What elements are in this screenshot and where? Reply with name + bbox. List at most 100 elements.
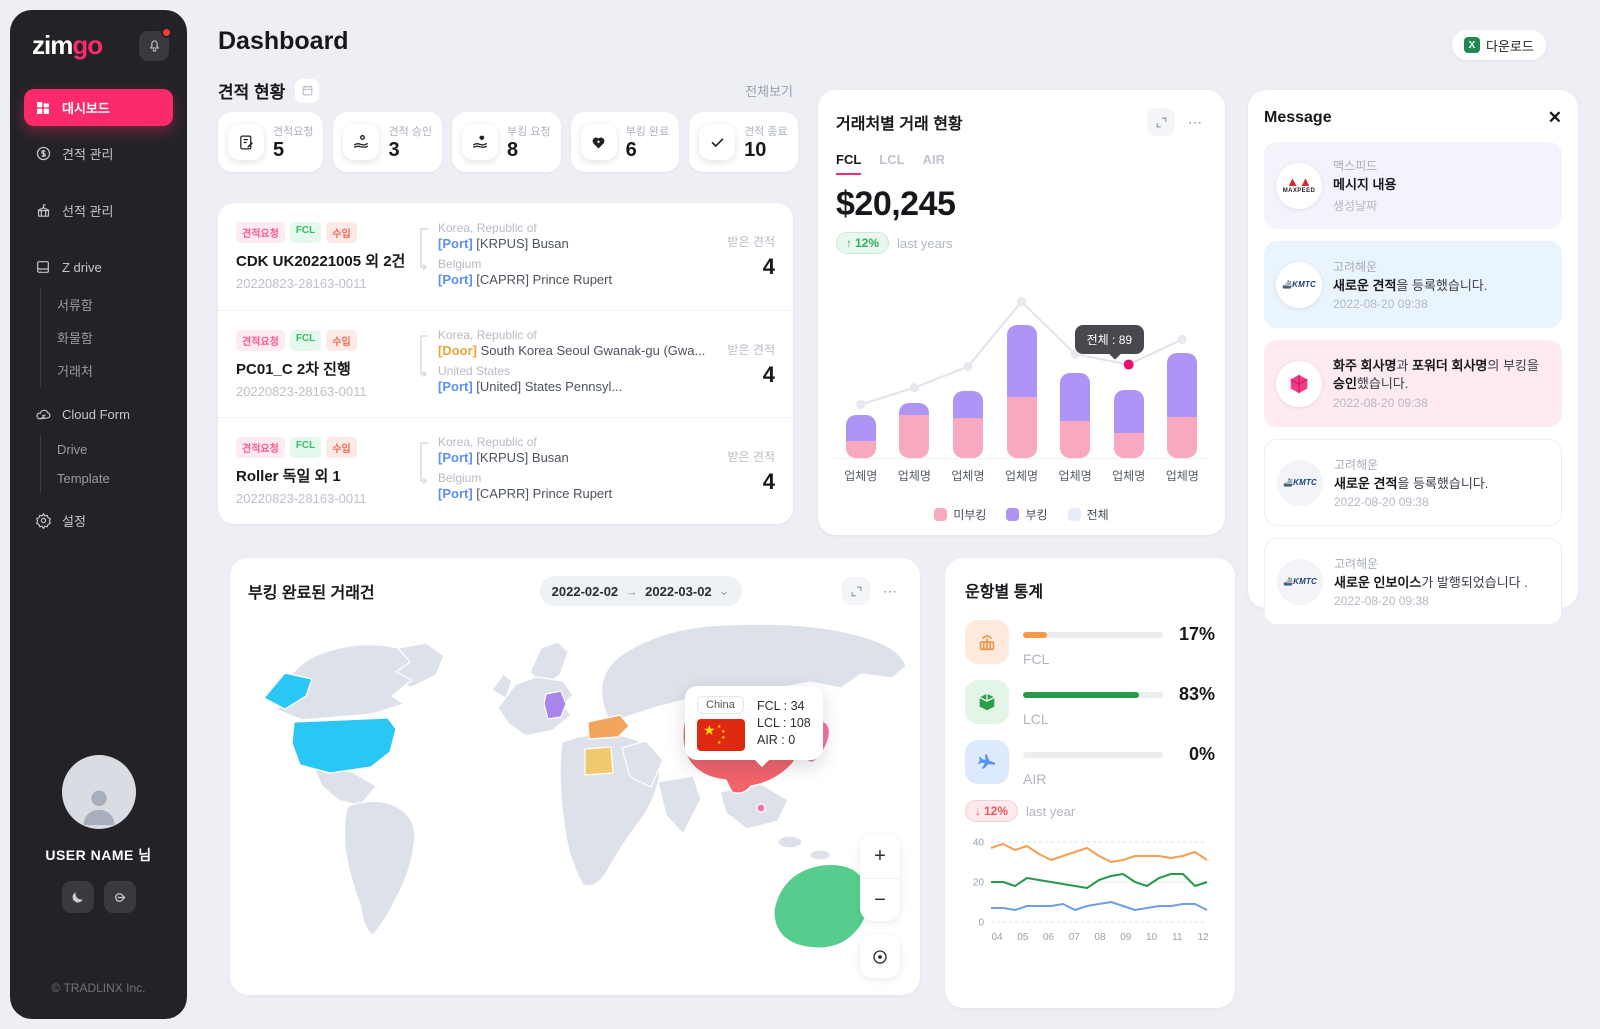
sidebar-subitem-서류함[interactable]: 서류함 bbox=[57, 298, 93, 313]
stat-card[interactable]: 부킹 완료 6 bbox=[570, 112, 680, 172]
sidebar-item-z-drive[interactable]: Z drive bbox=[24, 250, 173, 284]
quote-title: CDK UK20221005 외 2건 bbox=[236, 253, 406, 270]
app-logo: zimgo bbox=[32, 30, 103, 60]
sidebar-subitem-거래처[interactable]: 거래처 bbox=[57, 364, 93, 379]
stat-card[interactable]: 견적요청 5 bbox=[218, 112, 324, 172]
received-count: 4 bbox=[762, 361, 775, 387]
calendar-icon[interactable] bbox=[295, 78, 320, 103]
country-united-states[interactable] bbox=[263, 672, 313, 710]
message-item[interactable]: 🚢KMTC 고려해운 새로운 견적을 등록했습니다. 2022-08-20 09… bbox=[1264, 241, 1562, 328]
sidebar-item-견적-관리[interactable]: 견적 관리 bbox=[24, 136, 173, 171]
tab-air[interactable]: AIR bbox=[922, 152, 945, 167]
transport-stat-rows: 17% FCL 83% LCL 0% AIR bbox=[965, 620, 1215, 787]
maxpeed-logo: ▲▲ MAXPEED bbox=[1282, 174, 1316, 194]
dark-mode-button[interactable] bbox=[61, 881, 94, 913]
more-options-icon[interactable]: ⋯ bbox=[876, 577, 904, 605]
message-item[interactable]: ▲▲ MAXPEED 맥스피드 메시지 내용 생성날짜 bbox=[1264, 142, 1562, 229]
quote-row[interactable]: 견적요청 FCL 수입 PC01_C 2차 진행 20220823-28163-00… bbox=[218, 310, 793, 417]
progress-bar bbox=[1023, 691, 1163, 698]
date-range-picker[interactable]: 2022-02-02 → 2022-03-02 ⌄ bbox=[539, 576, 742, 606]
chart-legend: 미부킹 부킹 전체 bbox=[818, 506, 1225, 523]
transport-stat-row: 0% AIR bbox=[965, 740, 1215, 787]
arrow-right-icon: → bbox=[625, 583, 639, 599]
zimgo-cube-icon bbox=[1290, 374, 1308, 393]
sidebar-item-cloud-form[interactable]: Cloud Form bbox=[24, 397, 173, 431]
notifications-button[interactable] bbox=[139, 26, 172, 61]
stat-card[interactable]: 부킹 요청 8 bbox=[452, 112, 561, 172]
stat-card[interactable]: 견적 승인 3 bbox=[333, 112, 443, 172]
message-item[interactable]: 화주 회사명과 포워더 회사명의 부킹을 승인했습니다. 2022-08-20 … bbox=[1264, 340, 1562, 427]
quote-row[interactable]: 견적요청 FCL 수입 CDK UK20221005 외 2건 20220823-2… bbox=[236, 220, 775, 291]
badge: 수입 bbox=[326, 222, 357, 243]
bar-label: 업체명 bbox=[844, 469, 878, 483]
tab-lcl[interactable]: LCL bbox=[879, 152, 905, 167]
badge: 견적요청 bbox=[236, 329, 285, 351]
quote-icon bbox=[34, 145, 52, 163]
avatar[interactable] bbox=[61, 755, 136, 829]
badge: 수입 bbox=[326, 436, 357, 458]
data-point bbox=[963, 362, 973, 372]
badge: 견적요청 bbox=[236, 436, 285, 458]
sidebar-item-설정[interactable]: 설정 bbox=[24, 503, 173, 538]
logout-button[interactable] bbox=[103, 881, 136, 913]
transport-stat-row: 17% FCL bbox=[965, 620, 1215, 667]
sidebar-item-대시보드[interactable]: 대시보드 bbox=[24, 89, 173, 126]
svg-text:07: 07 bbox=[1069, 932, 1081, 943]
country-turkey[interactable] bbox=[587, 714, 630, 740]
expand-icon[interactable] bbox=[1147, 108, 1175, 136]
world-map[interactable] bbox=[230, 610, 920, 990]
legend-item: 미부킹 bbox=[934, 506, 986, 523]
country-australia[interactable] bbox=[773, 863, 870, 949]
tab-fcl[interactable]: FCL bbox=[836, 152, 862, 175]
route-connector-icon bbox=[420, 227, 428, 270]
view-all-link[interactable]: 전체보기 bbox=[745, 84, 793, 99]
close-icon[interactable]: ✕ bbox=[1547, 108, 1562, 127]
svg-text:05: 05 bbox=[1017, 932, 1029, 943]
sidebar-item-선적-관리[interactable]: 선적 관리 bbox=[24, 193, 173, 228]
sidebar-subitem-drive[interactable]: Drive bbox=[57, 442, 88, 457]
country-egypt[interactable] bbox=[584, 746, 614, 776]
container-icon bbox=[976, 631, 998, 653]
svg-text:10: 10 bbox=[1146, 932, 1158, 943]
kmtc-logo: 🚢KMTC bbox=[1282, 478, 1318, 487]
kmtc-logo: 🚢KMTC bbox=[1282, 577, 1318, 586]
country-taiwan[interactable] bbox=[756, 803, 766, 813]
stacked-bar[interactable] bbox=[1060, 372, 1091, 458]
quote-list: 견적요청 FCL 수입 CDK UK20221005 외 2건 20220823-2… bbox=[218, 203, 793, 524]
more-options-icon[interactable]: ⋯ bbox=[1181, 108, 1209, 136]
page-title: Dashboard bbox=[218, 27, 349, 55]
message-item[interactable]: 🚢KMTC 고려해운 새로운 견적을 등록했습니다. 2022-08-20 09… bbox=[1264, 439, 1562, 526]
stacked-bar[interactable] bbox=[1006, 324, 1037, 458]
quote-title: PC01_C 2차 진행 bbox=[236, 360, 351, 378]
chevron-down-icon: ⌄ bbox=[718, 583, 730, 598]
sidebar-subitem-template[interactable]: Template bbox=[57, 471, 110, 486]
expand-icon[interactable] bbox=[842, 577, 870, 605]
stacked-bar[interactable] bbox=[952, 390, 983, 458]
bar-label: 업체명 bbox=[1112, 469, 1146, 483]
locate-button[interactable] bbox=[860, 935, 900, 978]
zoom-out-button[interactable]: − bbox=[860, 878, 900, 921]
stacked-bar[interactable] bbox=[845, 414, 876, 458]
transport-stats-panel: 운항별 통계 17% FCL 83% LCL 0% AIR ↓ 12% last… bbox=[945, 558, 1235, 1008]
excel-icon: X bbox=[1464, 37, 1480, 53]
badge: 견적요청 bbox=[236, 222, 285, 243]
stat-card[interactable]: 견적 종료 10 bbox=[689, 112, 798, 172]
delta-up-badge: ↑ 12% bbox=[836, 232, 890, 254]
stacked-bar[interactable] bbox=[899, 403, 930, 458]
stacked-bar[interactable] bbox=[1167, 353, 1198, 458]
zoom-in-button[interactable]: + bbox=[860, 835, 900, 878]
percent-value: 0% bbox=[1188, 744, 1215, 764]
country-germany[interactable] bbox=[543, 690, 567, 720]
notification-dot bbox=[161, 26, 172, 38]
percent-value: 17% bbox=[1178, 624, 1215, 644]
delta-note: last year bbox=[1026, 803, 1076, 819]
stacked-bar[interactable] bbox=[1113, 389, 1144, 458]
quote-row[interactable]: 견적요청 FCL 수입 Roller 독일 외 1 20220823-28163-0… bbox=[218, 417, 793, 524]
sidebar-subitem-화물함[interactable]: 화물함 bbox=[57, 331, 93, 346]
country-united-states[interactable] bbox=[291, 717, 397, 774]
download-button[interactable]: X 다운로드 bbox=[1452, 30, 1546, 60]
settings-icon bbox=[34, 512, 52, 530]
svg-text:12: 12 bbox=[1197, 932, 1209, 943]
total-amount: $20,245 bbox=[836, 185, 956, 223]
message-item[interactable]: 🚢KMTC 고려해운 새로운 인보이스가 발행되었습니다 . 2022-08-2… bbox=[1264, 538, 1562, 625]
